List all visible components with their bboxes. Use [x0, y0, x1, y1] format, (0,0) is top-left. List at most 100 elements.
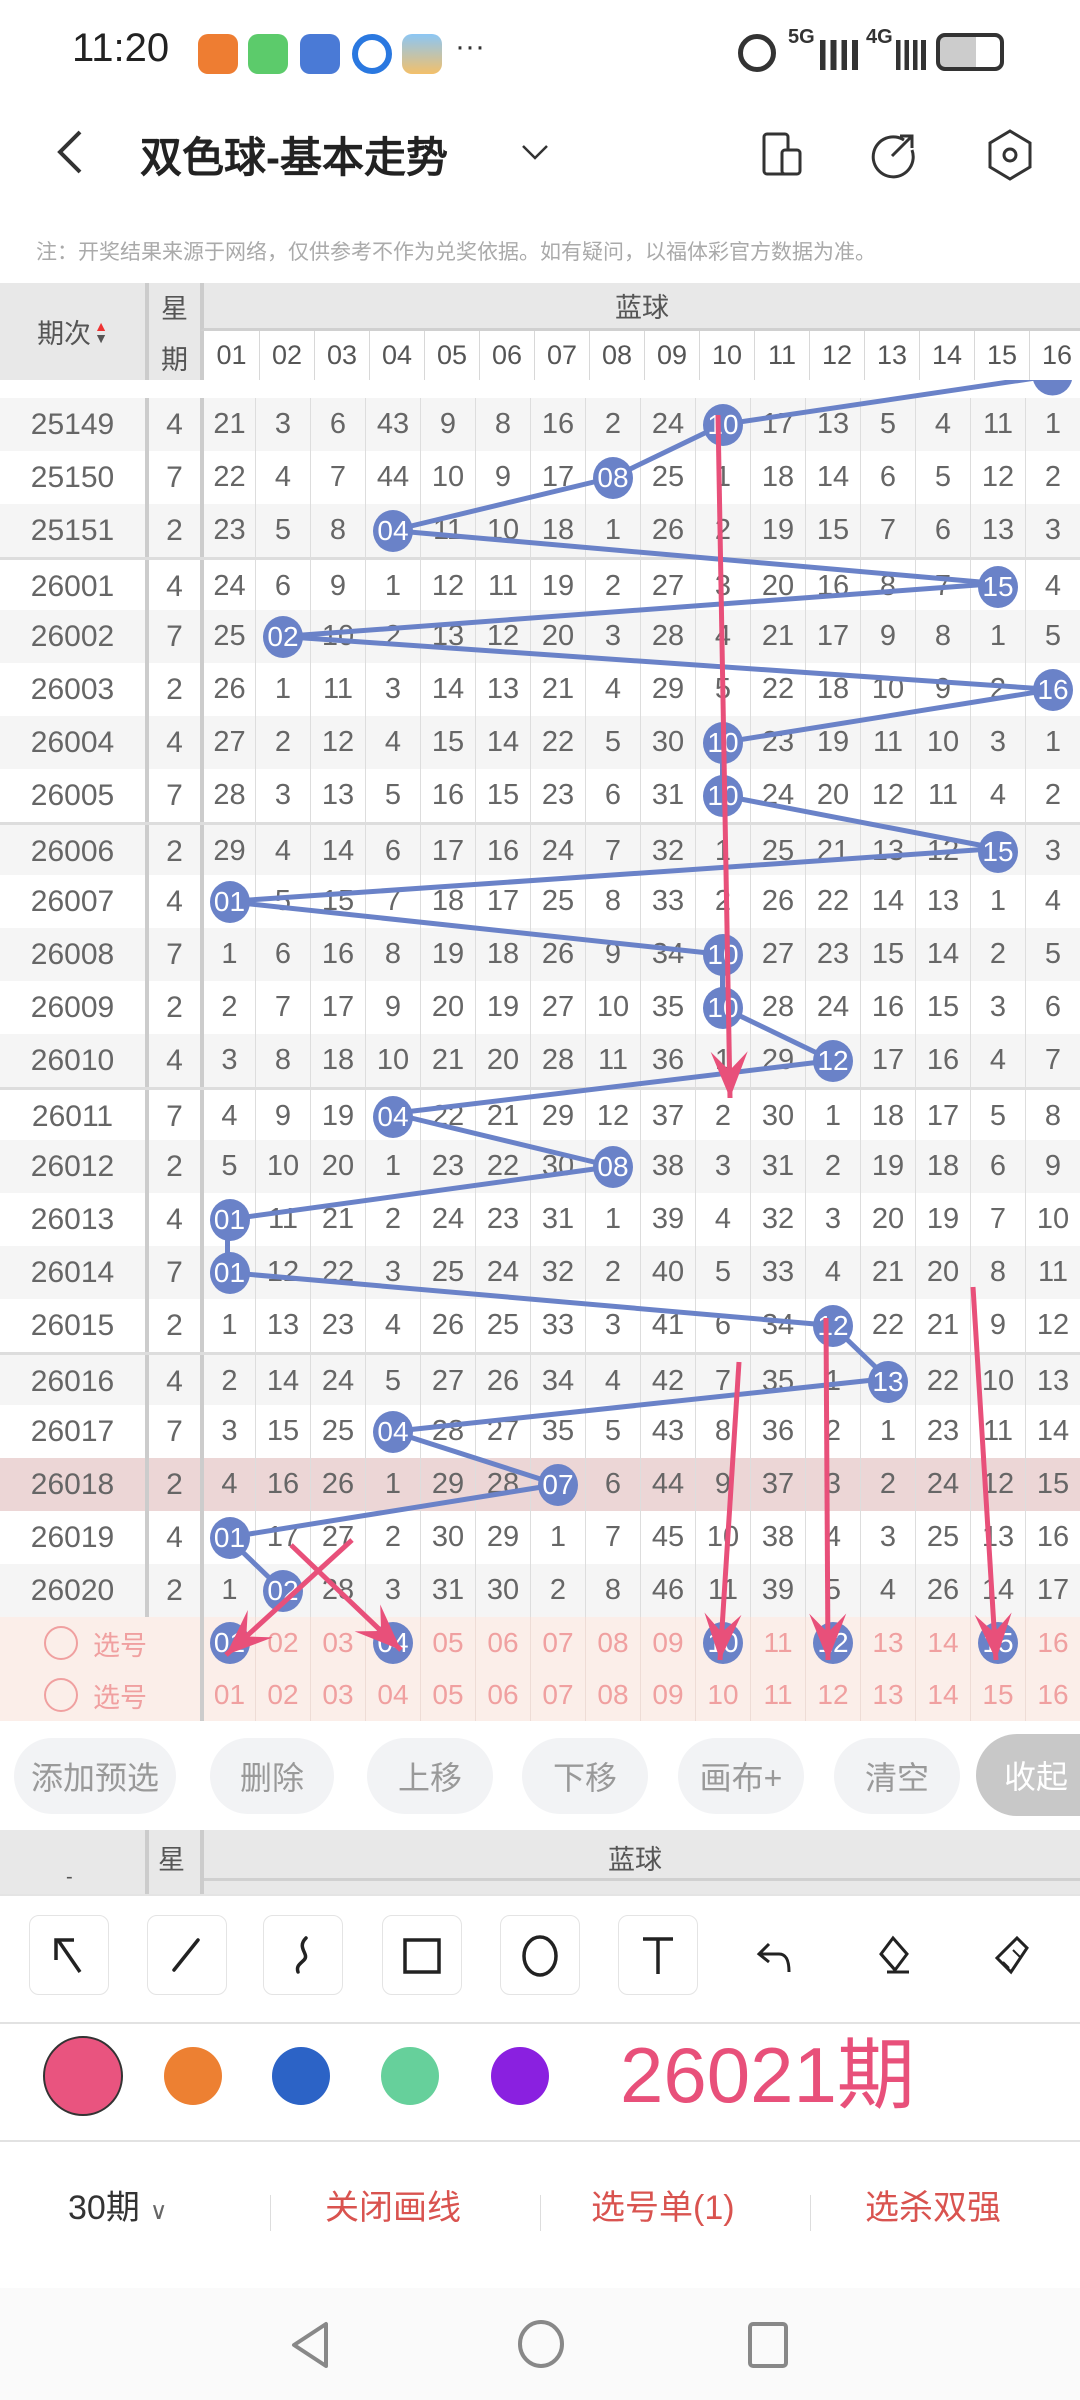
select-number[interactable]: 02 [255, 1669, 310, 1721]
page-title[interactable]: 双色球-基本走势 [140, 134, 448, 181]
table-row[interactable]: 26008 7 1 6 16 8 19 18 26 9 34 10 27 23 15 14 2 5 [0, 928, 1080, 981]
select-radio[interactable] [44, 1678, 78, 1712]
nav-back-icon[interactable] [288, 2320, 332, 2370]
table-row[interactable]: 25149 4 21 3 6 43 9 8 16 2 24 10 17 13 5 4 11 1 [0, 398, 1080, 451]
trend-table-body[interactable]: 25149 4 21 3 6 43 9 8 16 2 24 10 17 13 5 4 11 1 25150 7 22 4 7… [0, 380, 1080, 1722]
select-number[interactable]: 06 [475, 1617, 530, 1669]
table-row[interactable]: 25150 7 22 4 7 44 10 9 17 08 25 1 18 14 6 5 12 2 [0, 451, 1080, 504]
select-number-selected[interactable]: 12 [805, 1617, 860, 1669]
color-swatch[interactable] [164, 2047, 222, 2105]
selected-blue-ball[interactable]: 10 [703, 1622, 743, 1664]
select-number[interactable]: 11 [750, 1617, 805, 1669]
selected-blue-ball[interactable]: 04 [373, 1622, 413, 1664]
table-row[interactable]: 26013 4 01 11 21 2 24 23 31 1 39 4 32 3 20 19 7 10 [0, 1193, 1080, 1246]
select-number-selected[interactable]: 10 [695, 1617, 750, 1669]
action-button-1[interactable]: 删除 [210, 1738, 334, 1814]
select-number[interactable]: 16 [1025, 1669, 1080, 1721]
select-number[interactable]: 03 [310, 1617, 365, 1669]
table-row[interactable]: 26006 2 29 4 14 6 17 16 24 7 32 1 25 21 13 12 15 3 [0, 822, 1080, 878]
table-row[interactable]: 26020 2 1 02 28 3 31 30 2 8 46 11 39 5 4 26 14 17 [0, 1564, 1080, 1617]
table-row-highlighted[interactable]: 26018 2 4 16 26 1 29 28 07 6 44 9 37 3 2 24 12 15 [0, 1458, 1080, 1511]
select-number-selected[interactable]: 01 [200, 1617, 255, 1669]
selected-blue-ball[interactable]: 12 [813, 1622, 853, 1664]
action-button-4[interactable]: 画布+ [678, 1738, 804, 1814]
kill-select-button[interactable]: 选杀双强 [865, 2189, 1001, 2227]
tool-clear-brush[interactable] [970, 1915, 1050, 1995]
table-row[interactable]: 26012 2 5 10 20 1 23 22 30 08 38 3 31 2 19 18 6 9 [0, 1140, 1080, 1193]
annotation-text[interactable]: 26021期 [620, 2031, 915, 2119]
select-number[interactable]: 09 [640, 1669, 695, 1721]
color-swatch-selected[interactable] [43, 2036, 123, 2116]
select-number[interactable]: 14 [915, 1617, 970, 1669]
table-row[interactable]: 26010 4 3 8 18 10 21 20 28 11 36 1 29 12 17 16 4 7 [0, 1034, 1080, 1087]
select-number-selected[interactable]: 04 [365, 1617, 420, 1669]
nav-recents-icon[interactable] [746, 2320, 790, 2370]
action-button-6[interactable]: 收起 [976, 1734, 1080, 1816]
action-button-0[interactable]: 添加预选 [14, 1738, 176, 1814]
select-number[interactable]: 06 [475, 1669, 530, 1721]
tool-undo[interactable] [736, 1915, 816, 1995]
select-number[interactable]: 07 [530, 1669, 585, 1721]
table-row[interactable]: 26003 2 26 1 11 3 14 13 21 4 29 5 22 18 10 9 2 16 [0, 663, 1080, 716]
screen-layout-button[interactable] [758, 130, 808, 185]
table-row[interactable]: 26015 2 1 13 23 4 26 25 33 3 41 6 34 12 22 21 9 12 [0, 1299, 1080, 1352]
share-button[interactable] [868, 130, 918, 185]
tool-text[interactable] [618, 1915, 698, 1995]
select-number[interactable]: 12 [805, 1669, 860, 1721]
table-row[interactable]: 26009 2 2 7 17 9 20 19 27 10 35 10 28 24 16 15 3 6 [0, 981, 1080, 1034]
select-number[interactable]: 11 [750, 1669, 805, 1721]
select-number[interactable]: 10 [695, 1669, 750, 1721]
select-number[interactable]: 08 [585, 1669, 640, 1721]
table-row[interactable]: 26011 7 4 9 19 04 22 21 29 12 37 2 30 1 18 17 5 8 [0, 1087, 1080, 1143]
select-number[interactable]: 15 [970, 1669, 1025, 1721]
tool-rectangle[interactable] [382, 1915, 462, 1995]
tool-eraser[interactable] [852, 1915, 932, 1995]
tool-arrow[interactable] [29, 1915, 109, 1995]
back-button[interactable] [54, 130, 86, 174]
table-row[interactable]: 26002 7 25 02 10 2 13 12 20 3 28 4 21 17 9 8 1 5 [0, 610, 1080, 663]
select-number[interactable]: 08 [585, 1617, 640, 1669]
select-number[interactable]: 04 [365, 1669, 420, 1721]
color-swatch[interactable] [272, 2047, 330, 2105]
select-number[interactable]: 14 [915, 1669, 970, 1721]
table-row[interactable]: 26017 7 3 15 25 04 28 27 35 5 43 8 36 2 1 23 11 14 [0, 1405, 1080, 1458]
select-number[interactable]: 16 [1025, 1617, 1080, 1669]
tool-freehand[interactable] [263, 1915, 343, 1995]
select-number[interactable]: 13 [860, 1617, 915, 1669]
table-row[interactable]: 26001 4 24 6 9 1 12 11 19 2 27 3 20 16 8 7 15 4 [0, 557, 1080, 613]
tool-line[interactable] [147, 1915, 227, 1995]
sort-icon[interactable]: ▲ ▼ [94, 317, 108, 346]
settings-button[interactable] [985, 128, 1035, 187]
table-row[interactable]: 26005 7 28 3 13 5 16 15 23 6 31 10 24 20 12 11 4 2 [0, 769, 1080, 822]
period-count-select[interactable]: 30期 ∨ [68, 2180, 167, 2229]
color-swatch[interactable] [381, 2047, 439, 2105]
action-button-5[interactable]: 清空 [834, 1738, 960, 1814]
selected-blue-ball[interactable]: 15 [978, 1622, 1018, 1664]
table-row[interactable]: 26019 4 01 17 27 2 30 29 1 7 45 10 38 4 3 25 13 16 [0, 1511, 1080, 1564]
period-column-header[interactable]: 期次 ▲ ▼ [0, 283, 145, 380]
color-swatch[interactable] [491, 2047, 549, 2105]
table-row[interactable]: 26007 4 01 5 15 7 18 17 25 8 33 2 26 22 14 13 1 4 [0, 875, 1080, 928]
table-row[interactable]: 26016 4 2 14 24 5 27 26 34 4 42 7 35 1 13 22 10 13 [0, 1352, 1080, 1408]
select-number[interactable]: 05 [420, 1669, 475, 1721]
table-row[interactable]: 26004 4 27 2 12 4 15 14 22 5 30 10 23 19 11 10 3 1 [0, 716, 1080, 769]
selected-blue-ball[interactable]: 01 [209, 1622, 250, 1664]
select-number[interactable]: 03 [310, 1669, 365, 1721]
tool-ellipse[interactable] [500, 1915, 580, 1995]
select-number[interactable]: 09 [640, 1617, 695, 1669]
select-number[interactable]: 07 [530, 1617, 585, 1669]
action-button-2[interactable]: 上移 [367, 1738, 493, 1814]
close-drawing-button[interactable]: 关闭画线 [325, 2189, 461, 2227]
action-button-3[interactable]: 下移 [522, 1738, 648, 1814]
table-row[interactable]: 25151 2 23 5 8 04 11 10 18 1 26 2 19 15 7 6 13 3 [0, 504, 1080, 557]
title-dropdown[interactable] [520, 142, 550, 167]
nav-home-icon[interactable] [516, 2318, 566, 2370]
pick-list-button[interactable]: 选号单(1) [591, 2189, 735, 2227]
select-number[interactable]: 05 [420, 1617, 475, 1669]
select-radio[interactable] [44, 1626, 78, 1660]
select-number[interactable]: 02 [255, 1617, 310, 1669]
select-number[interactable]: 01 [200, 1669, 255, 1721]
select-number[interactable]: 13 [860, 1669, 915, 1721]
select-number-selected[interactable]: 15 [970, 1617, 1025, 1669]
table-row[interactable]: 26014 7 01 12 22 3 25 24 32 2 40 5 33 4 21 20 8 11 [0, 1246, 1080, 1299]
